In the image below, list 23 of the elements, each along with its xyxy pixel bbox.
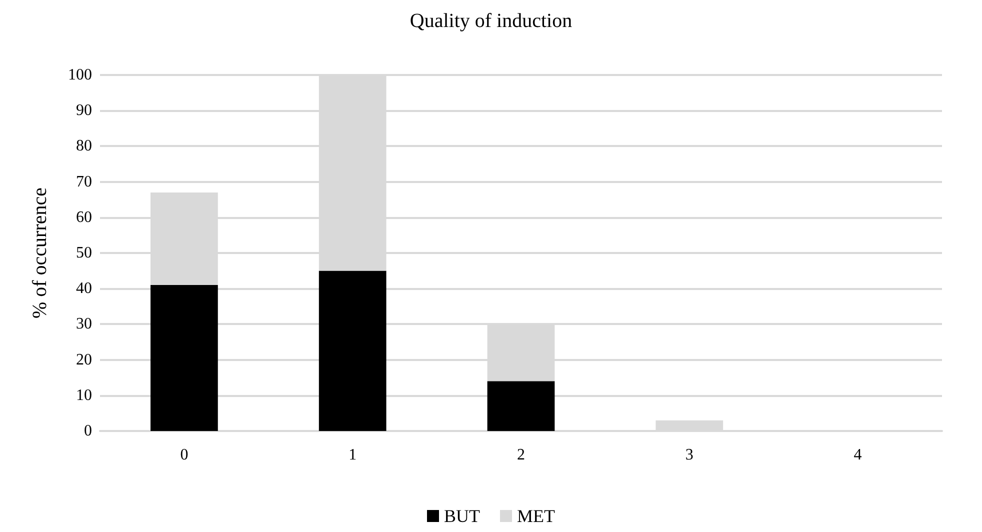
y-tick-label: 50 — [76, 244, 92, 262]
x-tick-label: 0 — [180, 446, 188, 464]
x-tick-label: 2 — [517, 446, 525, 464]
x-tick-label: 4 — [854, 446, 862, 464]
y-tick-label: 60 — [76, 208, 92, 226]
y-tick-label: 40 — [76, 280, 92, 298]
bar — [150, 285, 218, 431]
chart-title: Quality of induction — [410, 10, 572, 32]
bar — [487, 381, 555, 431]
y-tick-label: 70 — [76, 173, 92, 190]
y-tick-label: 30 — [76, 316, 92, 333]
x-tick-label: 1 — [348, 446, 357, 464]
y-tick-label: 10 — [76, 386, 92, 404]
y-tick-label: 20 — [76, 351, 92, 368]
y-tick-label: 0 — [84, 422, 92, 440]
legend-label: BUT — [444, 506, 480, 526]
y-tick-label: 80 — [76, 138, 92, 155]
bar — [318, 270, 386, 431]
y-tick-label: 90 — [76, 102, 92, 120]
y-axis-title: % of occurrence — [29, 187, 51, 319]
legend-label: MET — [517, 506, 555, 526]
x-tick-label: 3 — [685, 446, 694, 464]
y-tick-label: 100 — [68, 66, 92, 84]
